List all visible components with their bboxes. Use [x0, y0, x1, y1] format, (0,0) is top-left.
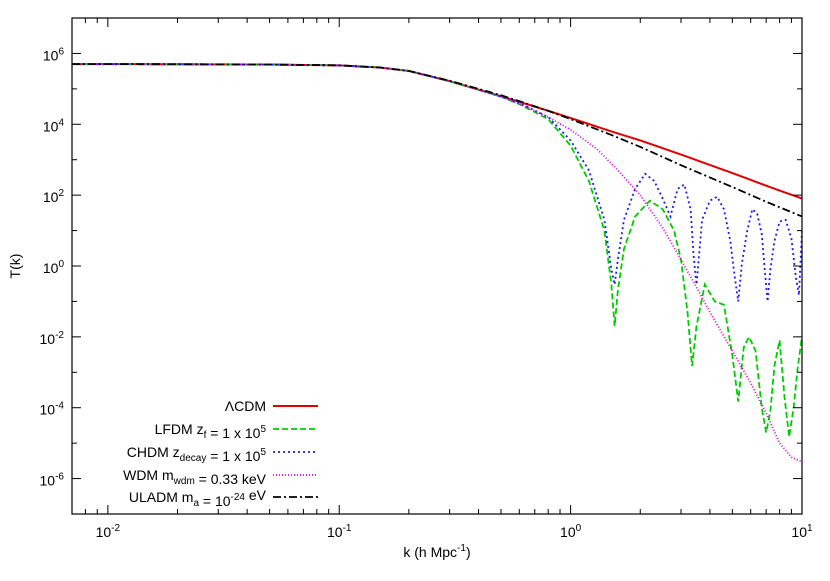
- series-layer: [72, 63, 802, 463]
- y-tick-label: 10-2: [40, 330, 65, 347]
- x-tick-label: 10-1: [327, 523, 352, 540]
- y-tick-label: 106: [43, 46, 65, 63]
- x-axis-title: k (h Mpc-1): [403, 543, 470, 560]
- y-tick-label: 102: [43, 188, 65, 205]
- y-axis-title: T(k): [7, 254, 23, 279]
- legend-label: CHDM zdecay = 1 x 105: [127, 444, 267, 464]
- series-line-wdm: [72, 63, 802, 463]
- legend-label: LFDM zf = 1 x 105: [155, 421, 267, 441]
- series-line--cdm: [72, 63, 802, 200]
- legend: ΛCDM LFDM zf = 1 x 105 CHDM zdecay = 1 x 1…: [123, 398, 318, 509]
- legend-label: WDM mwdm = 0.33 keV: [123, 467, 267, 487]
- y-tick-label: 10-6: [40, 472, 65, 489]
- y-tick-label: 10-4: [40, 401, 65, 418]
- axis-ticks: [71, 17, 803, 515]
- y-tick-label: 100: [43, 259, 65, 276]
- legend-label: ULADM ma = 10-24 eV: [129, 487, 267, 509]
- axis-tick-labels: 10-2 10-1 100 101 10-6 10-4 10-2 100 102 104 106: [40, 46, 813, 540]
- series-line-lfdm: [72, 63, 802, 438]
- series-line-chdm: [72, 63, 802, 302]
- x-tick-label: 101: [791, 523, 813, 540]
- series-line-uladm: [72, 63, 802, 218]
- plot-frame: [71, 17, 803, 515]
- x-tick-label: 10-2: [96, 523, 121, 540]
- legend-label: ΛCDM: [225, 398, 266, 414]
- x-tick-label: 100: [560, 523, 582, 540]
- y-tick-label: 104: [43, 117, 65, 134]
